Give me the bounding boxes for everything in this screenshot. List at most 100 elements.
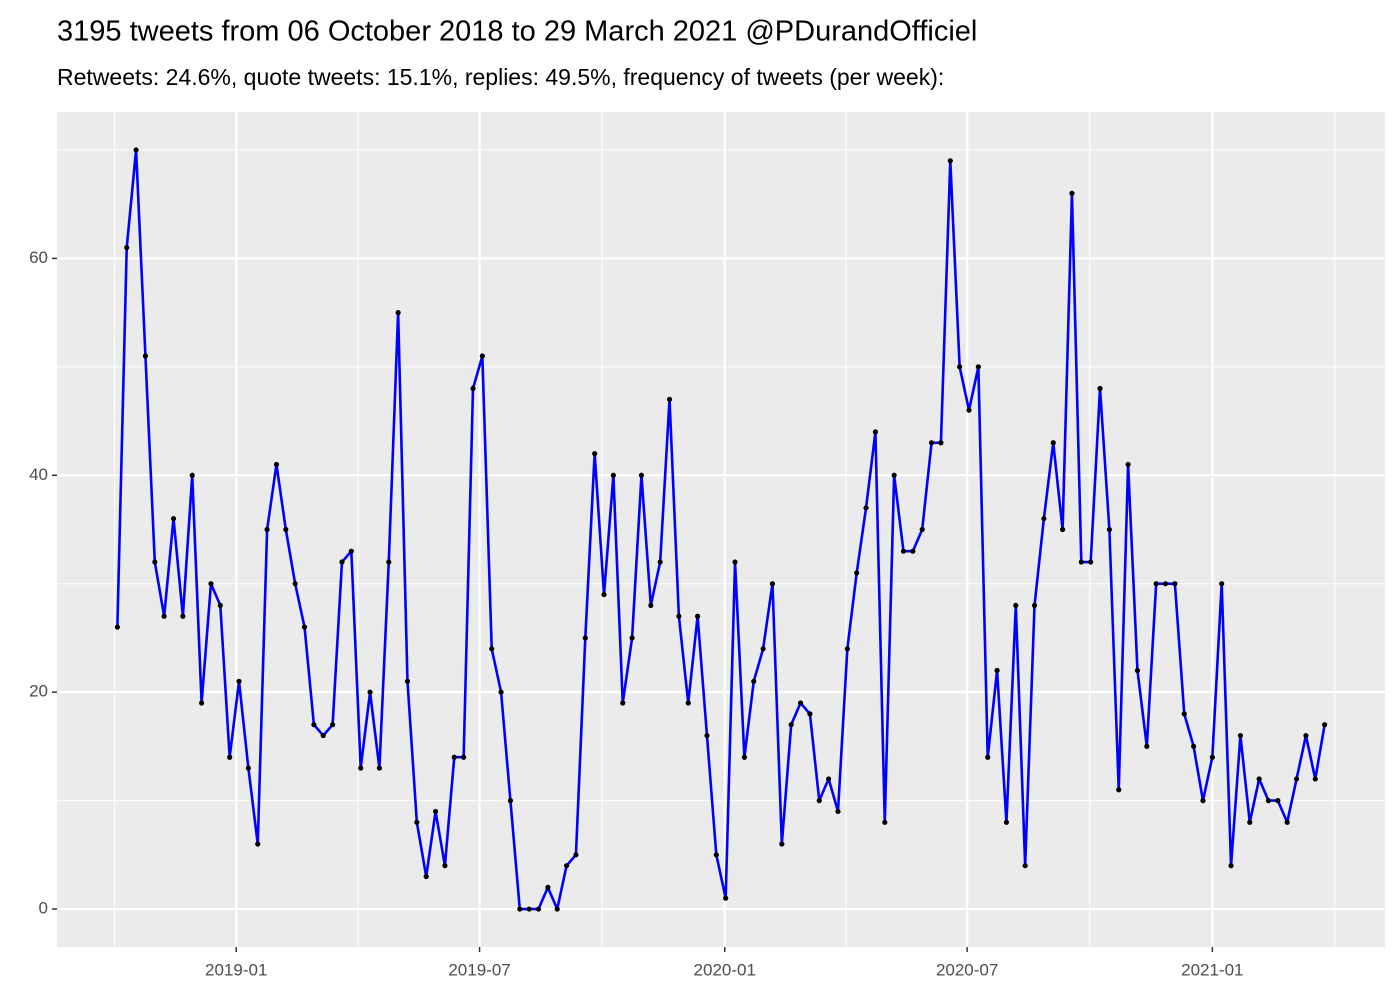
data-point: [1125, 461, 1131, 468]
y-tick-label: 20: [29, 682, 48, 701]
data-point: [985, 754, 991, 760]
y-tick-label: 60: [29, 248, 48, 267]
data-point: [666, 396, 673, 402]
data-point: [124, 244, 130, 251]
data-point: [704, 732, 710, 739]
data-point: [601, 591, 607, 598]
data-point: [769, 581, 776, 587]
data-point: [245, 765, 251, 771]
data-point: [517, 906, 523, 912]
data-point: [610, 472, 616, 478]
data-point: [208, 581, 214, 587]
data-point: [1303, 732, 1309, 739]
data-point: [152, 559, 158, 565]
data-point: [1256, 776, 1262, 782]
data-point: [994, 667, 1000, 674]
data-point: [348, 548, 354, 554]
x-tick-label: 2019-01: [205, 960, 267, 979]
data-point: [1284, 819, 1290, 825]
data-point: [816, 798, 822, 804]
data-point: [713, 852, 719, 858]
data-point: [1312, 776, 1318, 782]
data-point: [198, 700, 205, 706]
data-point: [1078, 559, 1084, 565]
data-point: [620, 700, 626, 706]
x-tick-label: 2020-01: [694, 960, 756, 979]
data-point: [311, 722, 317, 728]
data-point: [554, 906, 560, 912]
x-tick-label: 2021-01: [1181, 960, 1243, 979]
data-point: [432, 808, 439, 815]
data-point: [1322, 722, 1328, 728]
data-point: [844, 646, 850, 652]
data-point: [676, 613, 682, 619]
data-point: [760, 646, 766, 652]
data-point: [330, 722, 336, 728]
data-point: [423, 873, 429, 880]
data-point: [255, 841, 261, 847]
data-point: [133, 147, 139, 153]
data-point: [180, 613, 186, 619]
data-point: [900, 548, 907, 554]
data-point: [863, 505, 869, 511]
data-point: [489, 646, 495, 652]
data-point: [872, 429, 879, 435]
data-point: [657, 559, 663, 565]
data-point: [264, 526, 270, 533]
data-point: [947, 158, 953, 164]
data-point: [1200, 798, 1206, 804]
data-point: [170, 516, 177, 522]
data-point: [1022, 863, 1028, 869]
data-point: [217, 602, 223, 609]
chart-title: 3195 tweets from 06 October 2018 to 29 M…: [57, 16, 977, 48]
data-point: [779, 841, 785, 847]
data-point: [114, 624, 120, 630]
data-point: [526, 906, 532, 912]
data-point: [395, 310, 401, 316]
data-point: [1191, 743, 1197, 749]
data-point: [938, 440, 944, 446]
data-point: [461, 754, 467, 760]
data-point: [1237, 732, 1244, 739]
panel-background: [57, 112, 1385, 947]
data-point: [301, 624, 308, 630]
y-tick-label: 40: [29, 465, 48, 484]
data-point: [638, 472, 645, 478]
data-point: [695, 613, 701, 619]
data-point: [807, 711, 813, 717]
data-point: [732, 559, 738, 565]
data-point: [966, 407, 972, 413]
chart-subtitle: Retweets: 24.6%, quote tweets: 15.1%, re…: [57, 64, 944, 90]
data-point: [957, 364, 963, 370]
data-point: [451, 754, 457, 760]
data-point: [358, 765, 364, 771]
data-point: [928, 440, 935, 446]
data-point: [910, 548, 916, 554]
x-tick-label: 2020-07: [936, 960, 998, 979]
data-point: [386, 559, 392, 565]
data-point: [1219, 581, 1225, 587]
data-point: [339, 559, 345, 565]
data-point: [797, 700, 804, 706]
data-point: [236, 678, 242, 684]
data-point: [142, 353, 149, 359]
data-point: [273, 461, 280, 468]
data-point: [545, 884, 551, 890]
data-point: [1069, 190, 1075, 196]
data-point: [592, 450, 598, 457]
data-point: [648, 602, 654, 609]
data-point: [835, 808, 841, 815]
data-point: [376, 765, 383, 771]
data-point: [1172, 581, 1178, 587]
data-point: [414, 819, 420, 825]
data-point: [1275, 798, 1281, 804]
data-point: [1031, 602, 1038, 609]
data-point: [582, 635, 588, 641]
data-point: [723, 895, 729, 901]
data-point: [367, 689, 373, 695]
data-point: [1228, 863, 1234, 869]
data-point: [1265, 798, 1272, 804]
data-point: [161, 613, 167, 619]
